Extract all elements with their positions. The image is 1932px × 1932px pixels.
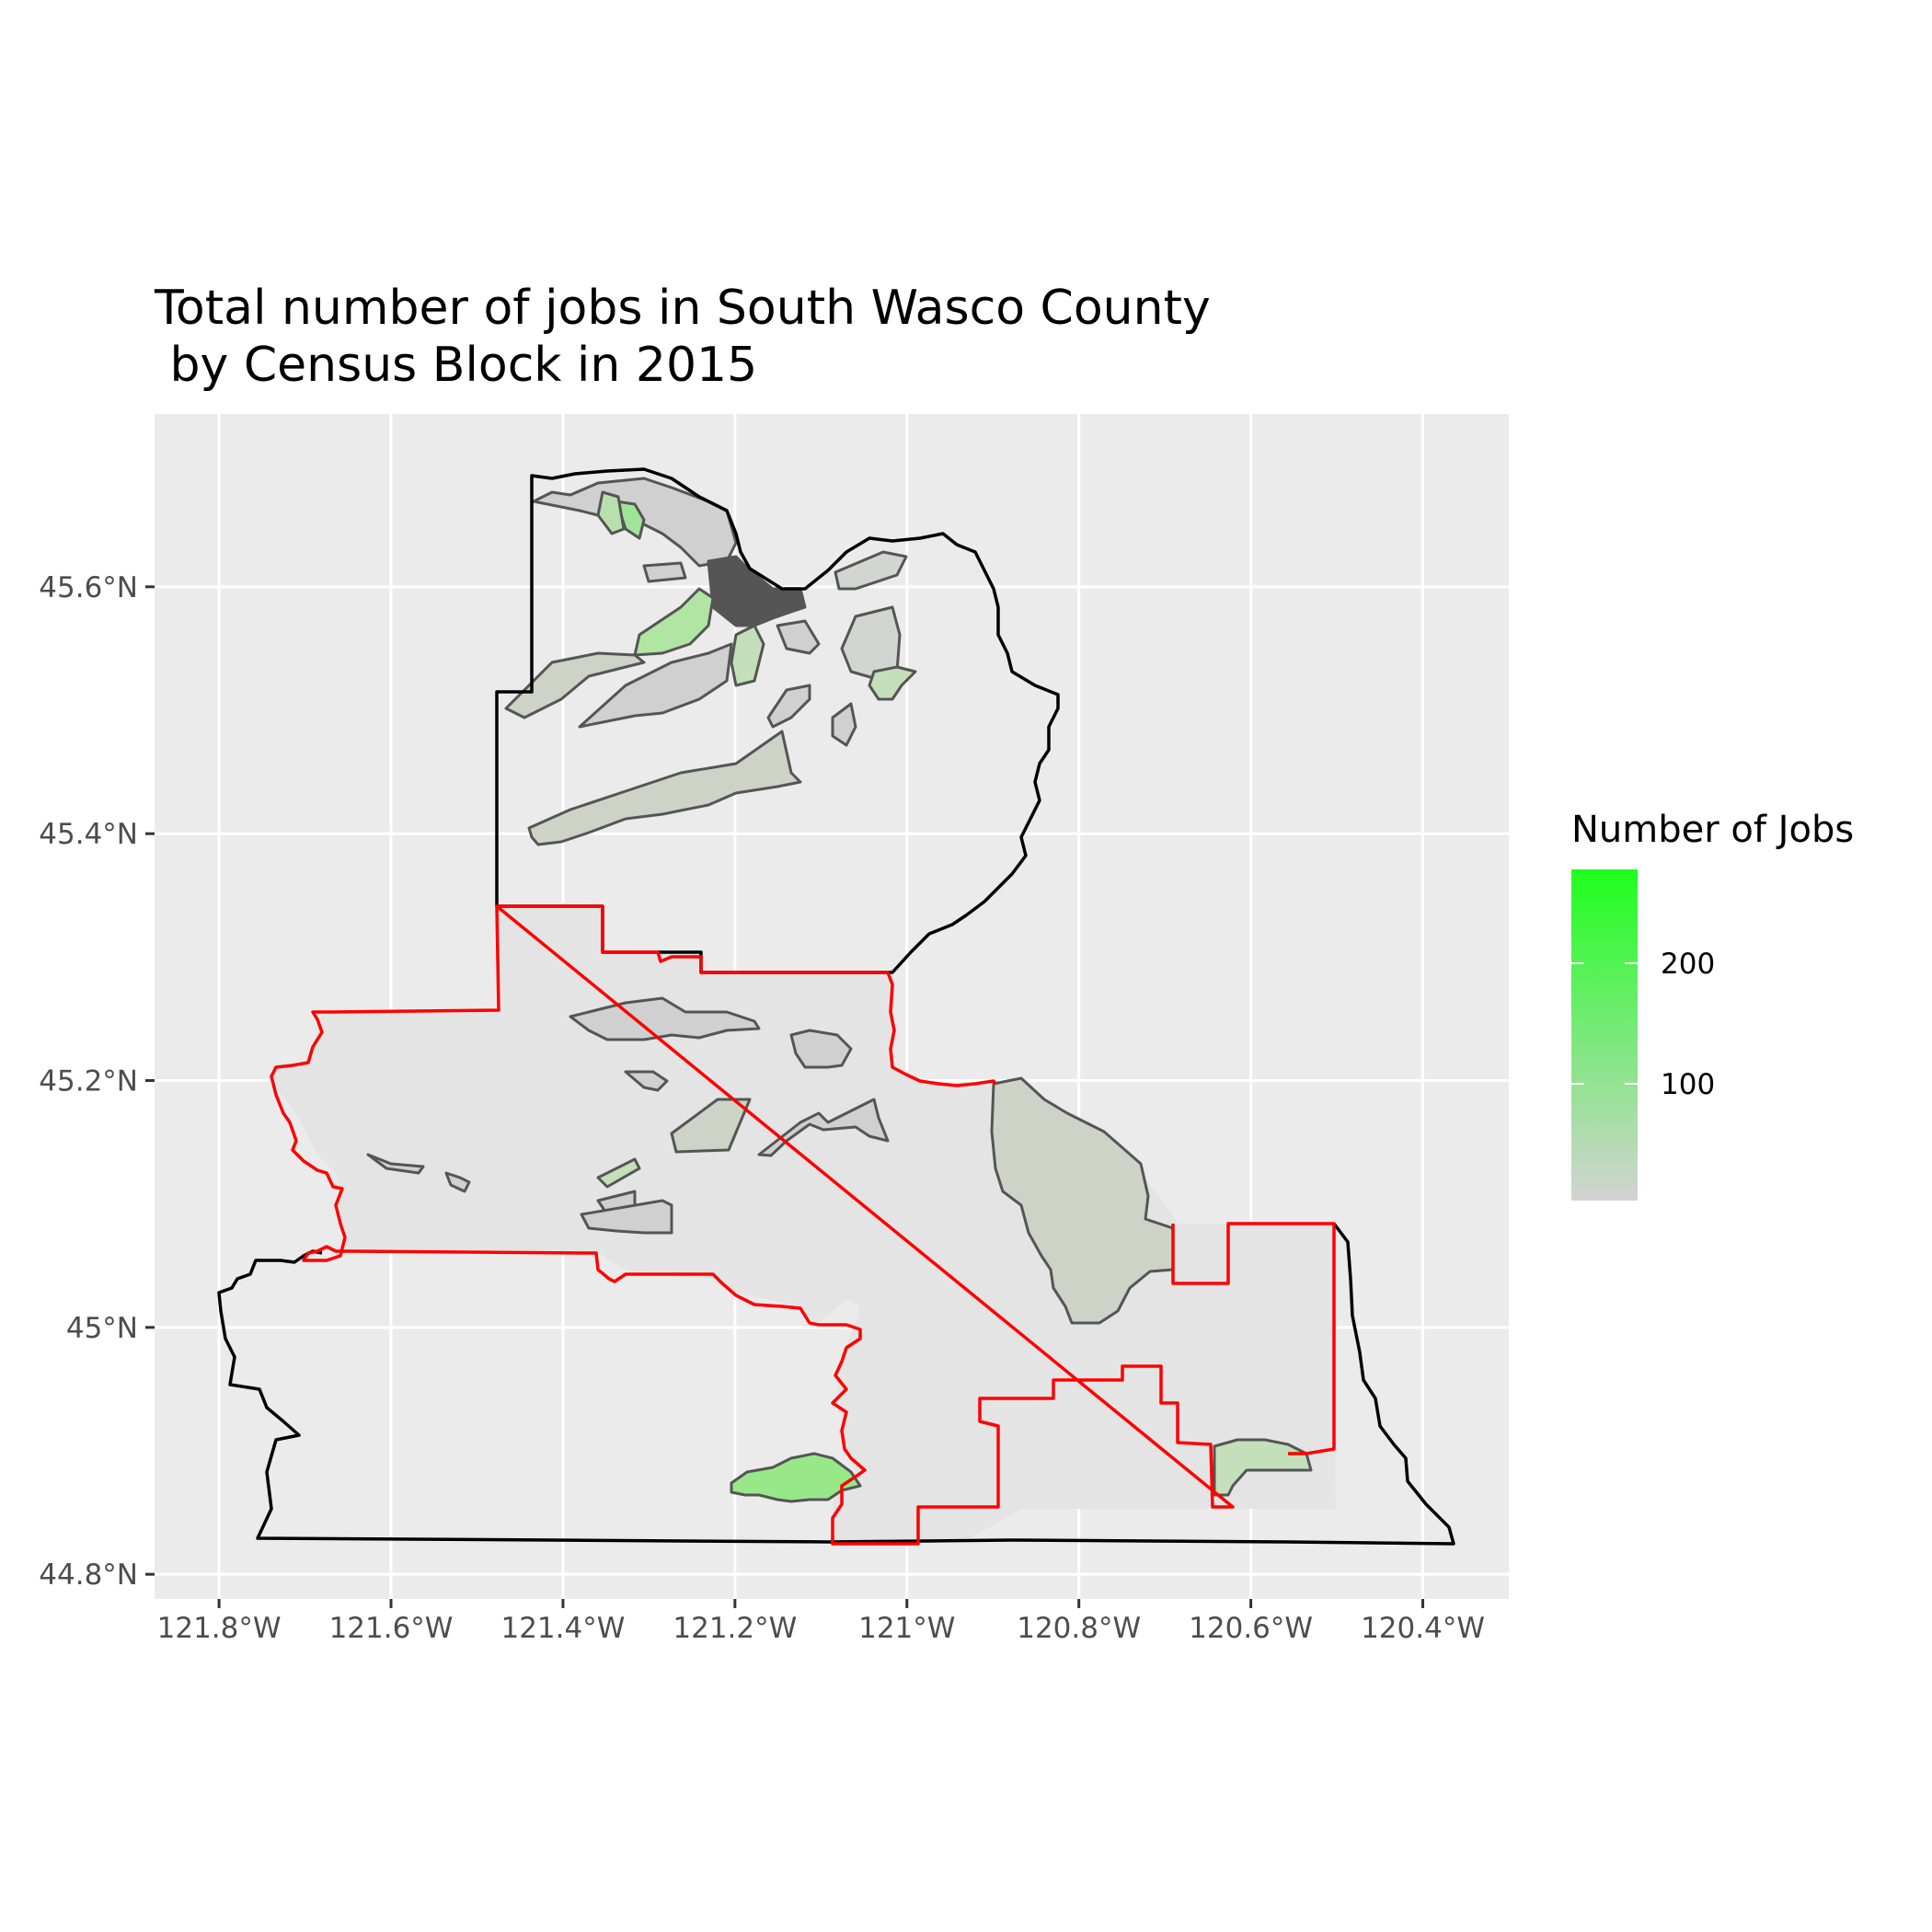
y-axis-ticks: 45.6°N 45.4°N 45.2°N 45°N 44.8°N [39,571,155,1592]
chart-title-line-2: by Census Block in 2015 [155,338,758,393]
census-block [596,490,626,535]
y-tick-label: 44.8°N [39,1558,138,1592]
census-block [707,555,807,627]
x-tick-label: 120.6°W [1189,1612,1313,1645]
y-tick-label: 45.2°N [39,1065,138,1098]
census-block [990,1076,1175,1325]
x-tick-label: 120.4°W [1361,1612,1485,1645]
census-block [766,684,811,729]
legend-title: Number of Jobs [1571,809,1854,851]
county-boundary-south [217,1222,1455,1546]
census-block [504,651,646,719]
census-blocks-south [366,996,1313,1503]
south-wasco-region-fill [269,906,1336,1542]
census-block [868,665,917,701]
census-block [642,561,687,583]
x-tick-label: 120.8°W [1017,1612,1141,1645]
x-axis-ticks: 121.8°W 121.6°W 121.4°W 121.2°W 121°W 120.8°W… [157,1599,1485,1645]
y-tick-label: 45.4°N [39,818,138,851]
census-block [831,702,857,747]
census-block [366,1153,425,1175]
census-block [730,624,765,687]
x-tick-label: 121.4°W [500,1612,625,1645]
census-block [670,1098,752,1154]
census-block [527,730,802,846]
y-tick-label: 45°N [66,1312,138,1345]
census-block [757,1098,890,1157]
x-tick-label: 121°W [858,1612,955,1645]
chart-title-line-1: Total number of jobs in South Wasco Coun… [155,281,1211,336]
census-block [789,1029,853,1069]
x-tick-label: 121.6°W [329,1612,454,1645]
legend-label-100: 100 [1661,1068,1715,1101]
census-block [444,1171,471,1193]
legend: Number of Jobs 200 100 [1571,809,1854,1201]
census-block [633,587,715,657]
census-block [776,619,821,655]
legend-label-200: 200 [1661,948,1715,981]
y-tick-label: 45.6°N [39,571,138,604]
x-tick-label: 121.8°W [157,1612,282,1645]
census-block [580,1199,673,1235]
census-block [624,1070,669,1092]
census-block [834,550,908,591]
census-block [578,642,733,729]
census-blocks [504,477,917,846]
census-block [596,1157,641,1189]
census-block [569,996,761,1041]
census-block [1213,1438,1313,1497]
south-wasco-boundary [270,904,1336,1546]
county-boundary [495,467,1060,974]
x-tick-label: 121.2°W [673,1612,797,1645]
legend-colorbar [1571,869,1638,1201]
